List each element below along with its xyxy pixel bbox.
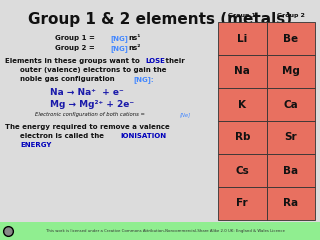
Text: outer (valence) electrons to gain the: outer (valence) electrons to gain the xyxy=(20,67,166,73)
Text: The energy required to remove a valence: The energy required to remove a valence xyxy=(5,124,170,130)
Text: Cs: Cs xyxy=(236,166,249,175)
Text: This work is licensed under a Creative Commons Attribution-Noncommercial-Share A: This work is licensed under a Creative C… xyxy=(45,229,284,233)
Text: Group 2: Group 2 xyxy=(277,13,305,18)
Text: Mg → Mg²⁺ + 2e⁻: Mg → Mg²⁺ + 2e⁻ xyxy=(50,100,134,109)
Text: noble gas configuration: noble gas configuration xyxy=(20,76,117,82)
Text: Group 2 =: Group 2 = xyxy=(55,45,97,51)
FancyBboxPatch shape xyxy=(267,187,315,220)
Text: Group 1 & 2 elements (metals): Group 1 & 2 elements (metals) xyxy=(28,12,292,27)
Text: [Ne]: [Ne] xyxy=(180,112,191,117)
Text: K: K xyxy=(238,100,246,109)
Text: Ba: Ba xyxy=(283,166,298,175)
Text: Rb: Rb xyxy=(235,132,250,143)
FancyBboxPatch shape xyxy=(267,121,315,154)
FancyBboxPatch shape xyxy=(267,55,315,88)
Text: Na: Na xyxy=(234,66,250,77)
FancyBboxPatch shape xyxy=(267,154,315,187)
FancyBboxPatch shape xyxy=(218,88,267,121)
Text: Electronic configuration of both cations =: Electronic configuration of both cations… xyxy=(35,112,147,117)
Text: LOSE: LOSE xyxy=(145,58,165,64)
FancyBboxPatch shape xyxy=(267,22,315,55)
Text: Sr: Sr xyxy=(284,132,297,143)
Text: Ca: Ca xyxy=(284,100,298,109)
Text: Be: Be xyxy=(283,34,298,43)
Text: Elements in these groups want to: Elements in these groups want to xyxy=(5,58,142,64)
FancyBboxPatch shape xyxy=(218,22,267,55)
Text: Li: Li xyxy=(237,34,247,43)
Text: electron is called the: electron is called the xyxy=(20,133,107,139)
Text: Group 1: Group 1 xyxy=(228,13,256,18)
FancyBboxPatch shape xyxy=(218,154,267,187)
Text: Mg: Mg xyxy=(282,66,300,77)
FancyBboxPatch shape xyxy=(267,88,315,121)
Text: [NG]: [NG] xyxy=(110,45,128,52)
Text: [NG]: [NG] xyxy=(110,35,128,42)
FancyBboxPatch shape xyxy=(0,222,320,240)
Text: ns¹: ns¹ xyxy=(128,35,140,41)
Text: Fr: Fr xyxy=(236,198,248,209)
FancyBboxPatch shape xyxy=(218,187,267,220)
Text: ENERGY: ENERGY xyxy=(20,142,52,148)
Text: [NG]:: [NG]: xyxy=(133,76,154,83)
Text: Ra: Ra xyxy=(283,198,298,209)
FancyBboxPatch shape xyxy=(218,55,267,88)
Text: their: their xyxy=(163,58,185,64)
Text: Group 1 =: Group 1 = xyxy=(55,35,97,41)
Text: ns²: ns² xyxy=(128,45,140,51)
Text: IONISATION: IONISATION xyxy=(120,133,166,139)
Text: Na → Na⁺  + e⁻: Na → Na⁺ + e⁻ xyxy=(50,88,124,97)
FancyBboxPatch shape xyxy=(218,121,267,154)
